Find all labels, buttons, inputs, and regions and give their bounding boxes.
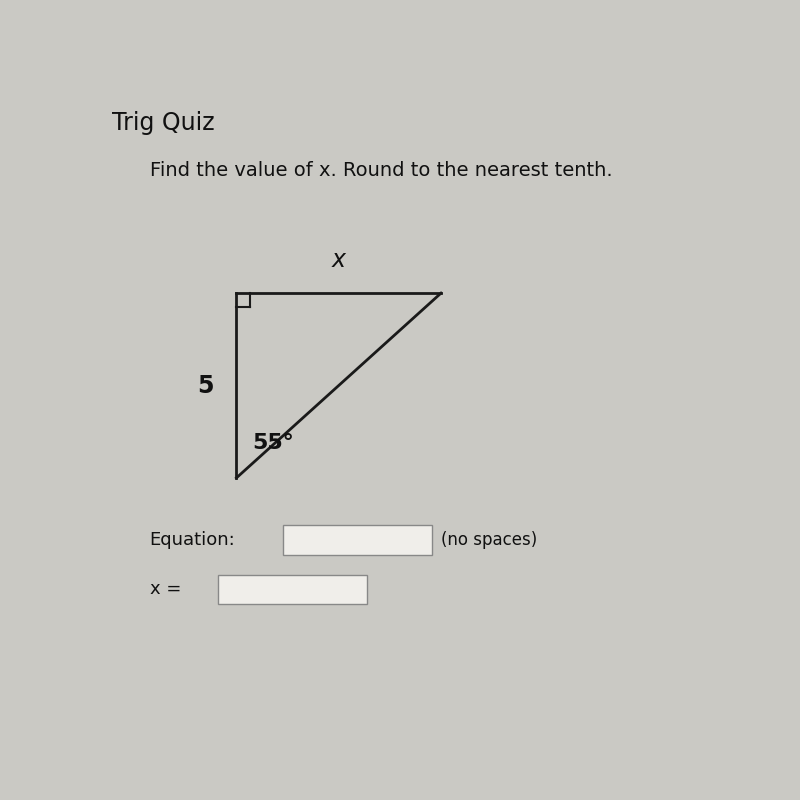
Text: Trig Quiz: Trig Quiz: [112, 111, 215, 135]
Text: 5: 5: [197, 374, 214, 398]
Text: (no spaces): (no spaces): [441, 531, 538, 549]
Text: Find the value of x. Round to the nearest tenth.: Find the value of x. Round to the neares…: [150, 161, 612, 180]
Bar: [218, 574, 366, 604]
Text: x: x: [332, 247, 346, 271]
Text: Equation:: Equation:: [150, 531, 235, 549]
Text: 55°: 55°: [252, 434, 294, 454]
Bar: [283, 526, 432, 555]
Text: x =: x =: [150, 581, 181, 598]
